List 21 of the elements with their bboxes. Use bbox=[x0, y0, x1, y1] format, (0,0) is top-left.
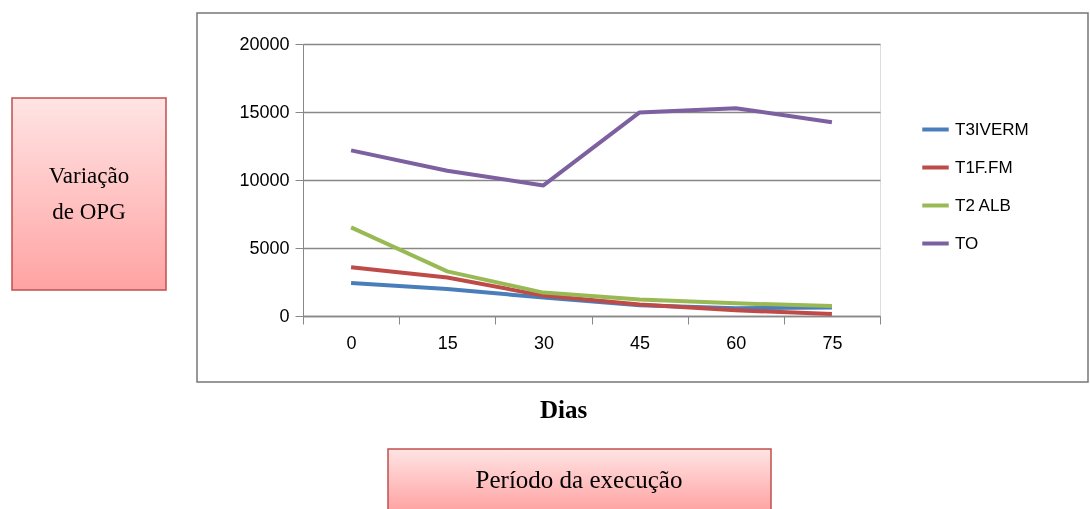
legend-label: T3IVERM bbox=[955, 119, 1029, 139]
legend-label: TO bbox=[955, 233, 979, 253]
x-tick-label: 45 bbox=[630, 332, 651, 353]
y-tick-label: 5000 bbox=[249, 237, 290, 258]
line-series bbox=[349, 265, 834, 317]
line-series bbox=[349, 225, 834, 309]
x-tick-label: 60 bbox=[726, 332, 747, 353]
x-axis-title: Dias bbox=[539, 396, 588, 423]
y-tick-label: 15000 bbox=[239, 101, 290, 122]
y-tick-label: 10000 bbox=[239, 169, 290, 190]
legend-label: T1F.FM bbox=[955, 157, 1013, 177]
x-tick-label: 75 bbox=[822, 332, 843, 353]
y-tick-label: 0 bbox=[279, 305, 290, 326]
line-series bbox=[349, 106, 834, 188]
legend-label: T2 ALB bbox=[955, 195, 1011, 215]
x-tick-label: 30 bbox=[533, 332, 554, 353]
text: Período da execução bbox=[475, 466, 683, 493]
y-tick-label: 20000 bbox=[239, 33, 290, 54]
x-tick-label: 15 bbox=[437, 332, 458, 353]
y-axis-title: Variação de OPG bbox=[48, 163, 130, 224]
x-tick-label: 0 bbox=[346, 332, 357, 353]
